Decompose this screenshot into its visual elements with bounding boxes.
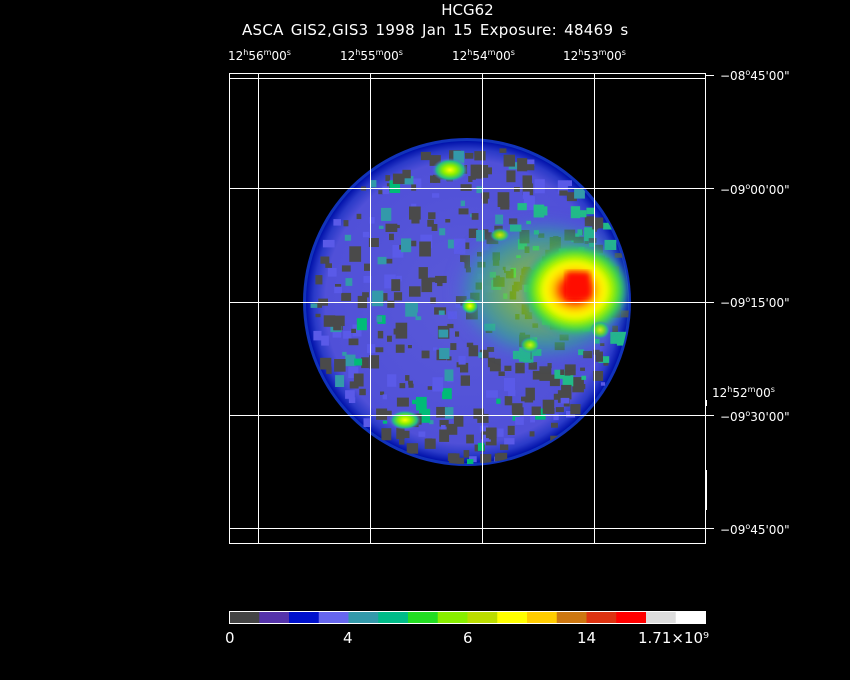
colorbar-swatch bbox=[586, 611, 617, 624]
dec-tick-label: −09o15'00" bbox=[720, 295, 790, 311]
ra-tick-label: 12h55m00s bbox=[340, 48, 403, 64]
xray-spot bbox=[461, 298, 479, 314]
ra-tick-label: 12h56m00s bbox=[228, 48, 291, 64]
colorbar-swatch bbox=[497, 611, 528, 624]
colorbar-swatch bbox=[289, 611, 320, 624]
dec-tick-label: −09o30'00" bbox=[720, 409, 790, 425]
colorbar-swatch bbox=[646, 611, 677, 624]
colorbar-label: 14 bbox=[577, 629, 597, 647]
colorbar-label: 0 bbox=[225, 629, 235, 647]
colorbar bbox=[229, 611, 706, 624]
colorbar-swatch bbox=[318, 611, 349, 624]
ra-corner-label: 12h52m00s bbox=[712, 385, 775, 401]
ra-tick-label: 12h54m00s bbox=[452, 48, 515, 64]
colorbar-swatch bbox=[378, 611, 409, 624]
colorbar-frame bbox=[229, 611, 706, 624]
colorbar-swatch bbox=[348, 611, 379, 624]
dec-tick-label: −08o45'00" bbox=[720, 68, 790, 84]
colorbar-swatch bbox=[675, 611, 706, 624]
xray-spot bbox=[432, 158, 468, 182]
colorbar-label: 1.71×10⁹ bbox=[638, 629, 710, 647]
colorbar-swatch bbox=[229, 611, 260, 624]
image-title: HCG62 bbox=[441, 1, 494, 19]
colorbar-label: 6 bbox=[463, 629, 473, 647]
ra-tick-label: 12h53m00s bbox=[563, 48, 626, 64]
colorbar-swatch bbox=[527, 611, 558, 624]
dec-tick-label: −09o45'00" bbox=[720, 522, 790, 538]
colorbar-swatch bbox=[259, 611, 290, 624]
colorbar-swatch bbox=[556, 611, 587, 624]
coordinate-grid bbox=[229, 73, 706, 543]
colorbar-swatch bbox=[408, 611, 439, 624]
colorbar-label: 4 bbox=[343, 629, 353, 647]
colorbar-swatch bbox=[616, 611, 647, 624]
xray-spot bbox=[389, 410, 421, 430]
observation-subtitle: ASCA GIS2,GIS3 1998 Jan 15 Exposure: 484… bbox=[242, 21, 629, 39]
plot-frame bbox=[229, 73, 706, 544]
colorbar-swatch bbox=[437, 611, 468, 624]
dec-tick-label: −09o00'00" bbox=[720, 182, 790, 198]
colorbar-swatch bbox=[467, 611, 498, 624]
